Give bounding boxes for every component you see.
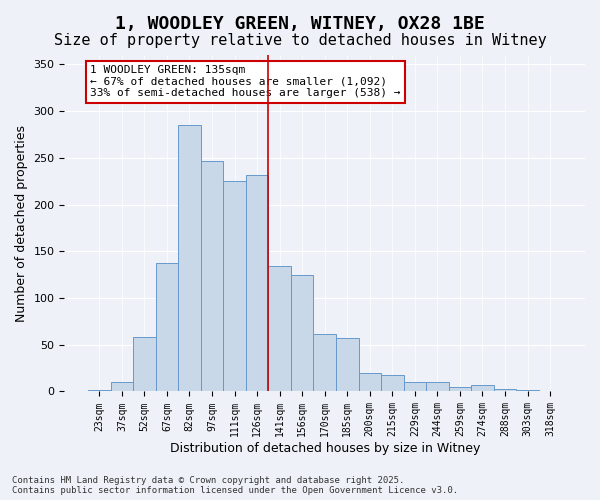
Bar — [313, 334, 336, 392]
Bar — [449, 387, 471, 392]
Bar — [516, 390, 539, 392]
X-axis label: Distribution of detached houses by size in Witney: Distribution of detached houses by size … — [170, 442, 480, 455]
Bar — [359, 373, 381, 392]
Text: 1, WOODLEY GREEN, WITNEY, OX28 1BE: 1, WOODLEY GREEN, WITNEY, OX28 1BE — [115, 15, 485, 33]
Bar — [223, 181, 246, 392]
Bar — [110, 382, 133, 392]
Bar — [471, 385, 494, 392]
Bar — [155, 264, 178, 392]
Text: 1 WOODLEY GREEN: 135sqm
← 67% of detached houses are smaller (1,092)
33% of semi: 1 WOODLEY GREEN: 135sqm ← 67% of detache… — [91, 65, 401, 98]
Text: Size of property relative to detached houses in Witney: Size of property relative to detached ho… — [53, 32, 547, 48]
Text: Contains HM Land Registry data © Crown copyright and database right 2025.
Contai: Contains HM Land Registry data © Crown c… — [12, 476, 458, 495]
Bar — [404, 382, 426, 392]
Bar — [178, 125, 201, 392]
Bar — [336, 338, 359, 392]
Bar — [381, 374, 404, 392]
Bar — [426, 382, 449, 392]
Bar — [201, 160, 223, 392]
Bar — [133, 338, 155, 392]
Bar — [88, 390, 110, 392]
Bar — [291, 274, 313, 392]
Bar — [246, 174, 268, 392]
Bar — [539, 390, 562, 392]
Bar — [268, 266, 291, 392]
Y-axis label: Number of detached properties: Number of detached properties — [15, 124, 28, 322]
Bar — [494, 388, 516, 392]
